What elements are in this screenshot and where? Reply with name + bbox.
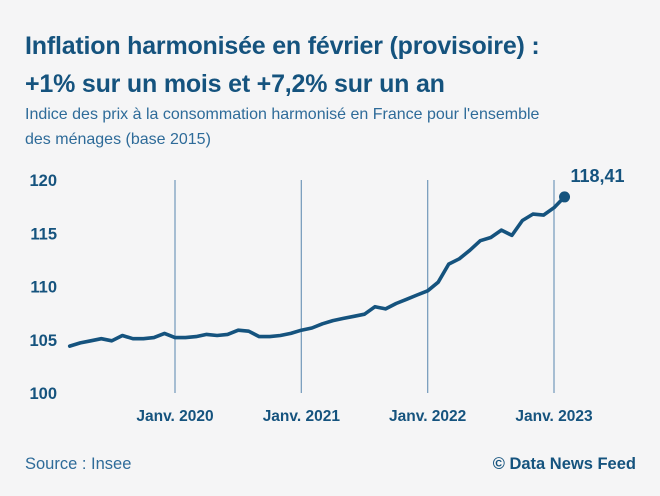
x-tick-label: Janv. 2023 (515, 408, 593, 425)
chart-subtitle: Indice des prix à la consommation harmon… (25, 103, 630, 152)
y-tick-label: 105 (29, 332, 57, 350)
y-tick-label: 110 (30, 279, 57, 297)
title-line-2: +1% sur un mois et +7,2% sur un an (25, 70, 445, 98)
chart-footer: Source : Insee © Data News Feed (25, 455, 636, 474)
subtitle-line-2: des ménages (base 2015) (25, 130, 211, 148)
x-tick-label: Janv. 2021 (263, 408, 341, 425)
x-tick-label: Janv. 2022 (389, 408, 466, 425)
source-label: Source : Insee (25, 455, 132, 473)
inflation-line (67, 195, 567, 348)
last-value-label: 118,41 (570, 166, 624, 186)
copyright-label: © Data News Feed (492, 455, 636, 473)
title-line-1: Inflation harmonisée en février (proviso… (25, 32, 540, 60)
y-tick-label: 100 (29, 385, 57, 403)
y-tick-label: 120 (29, 172, 57, 190)
y-tick-label: 115 (30, 225, 57, 243)
page-title: Inflation harmonisée en février (proviso… (25, 27, 642, 103)
x-tick-label: Janv. 2020 (136, 408, 213, 425)
last-point-marker (559, 191, 571, 203)
subtitle-line-1: Indice des prix à la consommation harmon… (25, 106, 540, 123)
